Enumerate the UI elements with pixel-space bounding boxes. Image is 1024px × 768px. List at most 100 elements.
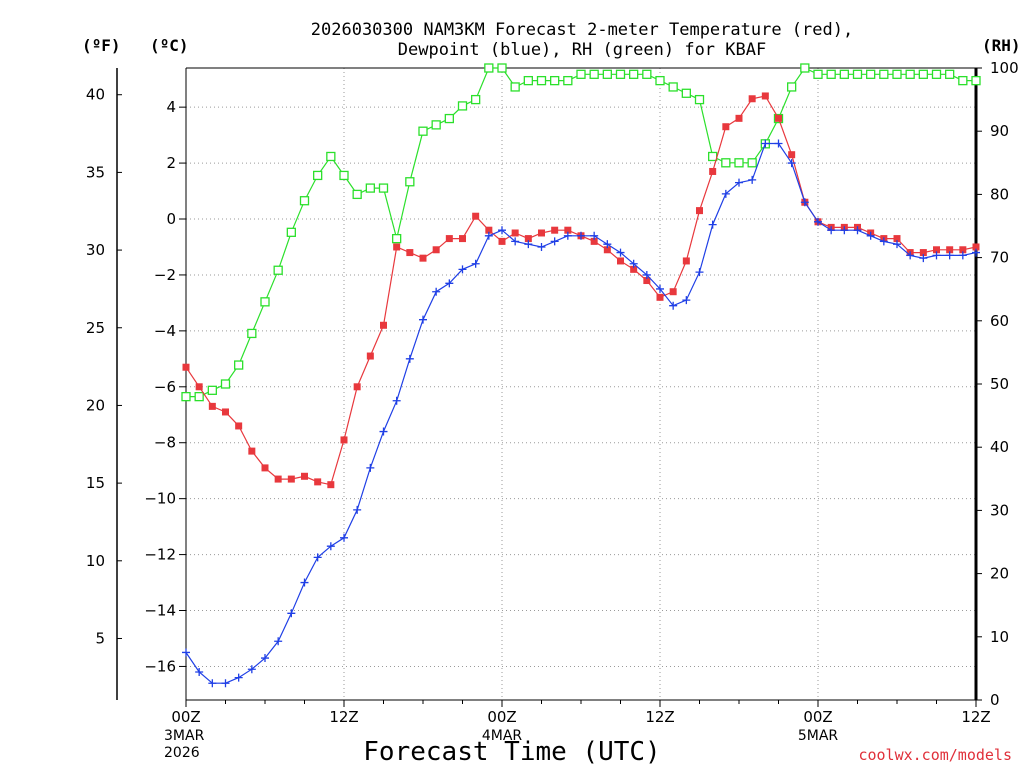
rh-point xyxy=(563,75,573,86)
dewpoint-point xyxy=(682,296,691,305)
dewpoint-point xyxy=(656,284,664,293)
rh-point xyxy=(523,75,533,86)
dewpoint-point xyxy=(906,251,915,260)
celsius-tick-label: −16 xyxy=(144,657,176,675)
temperature-point xyxy=(511,229,519,237)
rh-point xyxy=(787,82,797,92)
rh-point xyxy=(194,391,204,402)
fahrenheit-tick-label: 30 xyxy=(86,241,105,259)
fahrenheit-tick-label: 20 xyxy=(86,396,105,414)
rh-point xyxy=(866,69,876,79)
x-tick-label: 00Z xyxy=(803,708,832,726)
rh-tick-label: 0 xyxy=(990,691,1000,709)
rh-point xyxy=(694,94,705,105)
dewpoint-point xyxy=(761,139,770,148)
temperature-point xyxy=(788,151,796,159)
rh-tick-label: 30 xyxy=(990,501,1009,519)
temperature-point xyxy=(696,207,703,215)
dewpoint-point xyxy=(616,248,625,257)
dewpoint-point xyxy=(577,231,585,240)
celsius-unit-label: (ºC) xyxy=(150,36,189,55)
celsius-tick-label: −4 xyxy=(154,322,176,340)
rh-point xyxy=(536,75,547,86)
temperature-line xyxy=(185,95,977,486)
rh-point xyxy=(247,328,257,339)
dewpoint-point xyxy=(261,654,269,663)
dewpoint-point xyxy=(735,178,743,187)
rh-point xyxy=(418,126,428,136)
temperature-point xyxy=(893,235,901,243)
temperature-point xyxy=(775,114,782,122)
rh-point xyxy=(392,233,402,244)
rh-point xyxy=(313,170,323,181)
rh-point xyxy=(444,113,454,124)
fahrenheit-tick-label: 15 xyxy=(86,474,105,492)
celsius-tick-label: 2 xyxy=(166,154,176,172)
celsius-tick-label: −8 xyxy=(154,434,176,452)
rh-tick-label: 40 xyxy=(990,438,1009,456)
x-axis-label: Forecast Time (UTC) xyxy=(363,737,660,767)
rh-point xyxy=(879,69,889,79)
rh-point xyxy=(234,360,244,370)
celsius-tick-label: −6 xyxy=(154,378,176,396)
temperature-point xyxy=(524,235,532,243)
dewpoint-point xyxy=(972,248,980,257)
dewpoint-point xyxy=(932,251,941,260)
fahrenheit-tick-label: 40 xyxy=(86,86,105,104)
fahrenheit-tick-label: 35 xyxy=(86,163,105,181)
temperature-point xyxy=(353,383,361,391)
temperature-point xyxy=(472,212,480,220)
dewpoint-point xyxy=(787,159,796,168)
dewpoint-point xyxy=(353,505,362,514)
temperature-point xyxy=(538,229,545,237)
rh-point xyxy=(352,189,362,200)
dewpoint-point xyxy=(721,189,730,198)
rh-point xyxy=(602,69,612,79)
dewpoint-point xyxy=(405,354,414,363)
rh-point xyxy=(681,88,691,98)
temperature-point xyxy=(933,246,940,254)
dewpoint-point xyxy=(893,240,901,249)
dewpoint-point xyxy=(669,301,678,310)
temperature-point xyxy=(656,293,664,301)
temperature-point xyxy=(485,226,493,234)
rh-point xyxy=(378,183,389,193)
rh-point xyxy=(220,379,231,389)
chart-title-line2: Dewpoint (blue), RH (green) for KBAF xyxy=(398,40,766,60)
fahrenheit-tick-label: 5 xyxy=(95,629,105,647)
temperature-point xyxy=(327,481,335,489)
temperature-point xyxy=(380,321,387,329)
dewpoint-point xyxy=(853,226,862,235)
dewpoint-point xyxy=(748,175,757,184)
rh-point xyxy=(550,75,560,86)
dewpoint-point xyxy=(708,220,717,229)
temperature-point xyxy=(643,277,651,285)
dewpoint-point xyxy=(603,240,612,249)
rh-point xyxy=(668,82,678,92)
rh-tick-label: 100 xyxy=(990,59,1019,77)
dewpoint-point xyxy=(800,198,809,207)
rh-tick-label: 90 xyxy=(990,122,1009,140)
rh-point xyxy=(457,101,468,111)
dewpoint-point xyxy=(629,259,638,268)
rh-point xyxy=(708,151,718,162)
dewpoint-point xyxy=(313,553,322,562)
temperature-point xyxy=(709,167,717,175)
dewpoint-point xyxy=(484,231,493,240)
rh-tick-label: 20 xyxy=(990,565,1009,583)
temperature-point xyxy=(551,226,559,234)
rh-point xyxy=(852,69,863,79)
temperature-point xyxy=(314,478,322,486)
dewpoint-point xyxy=(563,231,572,240)
temperature-point xyxy=(630,265,638,273)
temperature-point xyxy=(195,383,203,391)
rh-point xyxy=(497,63,507,73)
fahrenheit-tick-label: 25 xyxy=(86,319,105,337)
rh-point xyxy=(207,385,217,395)
dewpoint-point xyxy=(537,242,546,251)
dewpoint-point xyxy=(642,270,651,279)
fahrenheit-unit-label: (ºF) xyxy=(82,36,121,55)
dewpoint-point xyxy=(550,237,559,246)
temperature-point xyxy=(669,288,677,296)
